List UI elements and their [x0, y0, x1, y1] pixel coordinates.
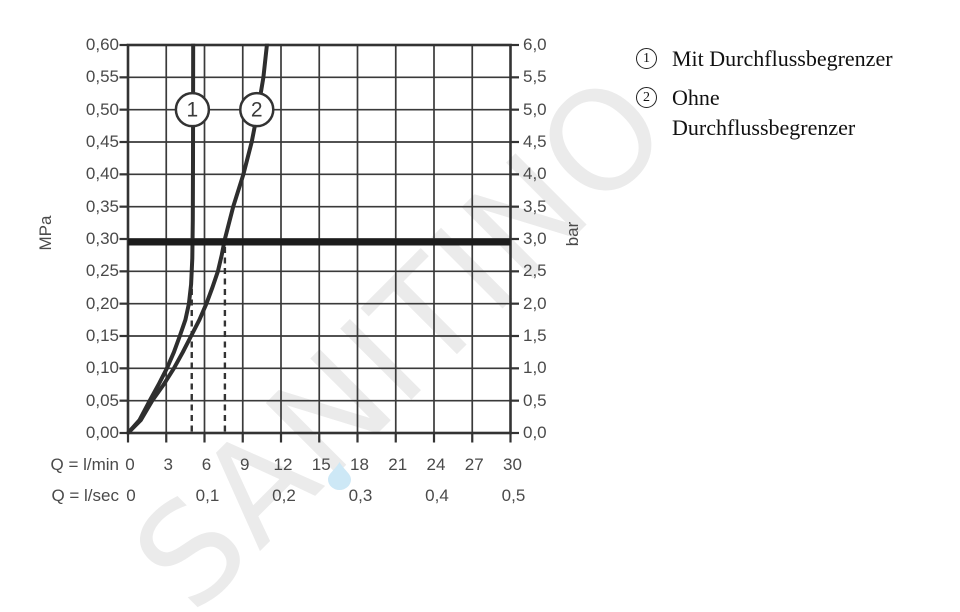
y-left-tick-label: 0,55 [85, 67, 119, 87]
y-left-tick-label: 0,05 [85, 390, 119, 410]
y-left-tick-label: 0,10 [85, 358, 119, 378]
x-lmin-tick-label: 15 [311, 455, 331, 474]
y-left-tick-label: 0,15 [85, 326, 119, 345]
x-lsec-tick-label: 0,2 [272, 486, 296, 505]
x-lmin-tick-label: 9 [240, 455, 250, 474]
y-left-tick-label: 0,25 [85, 261, 119, 281]
y-right-tick-label: 5,0 [523, 99, 547, 119]
x-lmin-tick-label: 18 [350, 455, 369, 474]
x-lmin-tick-label: 21 [388, 455, 408, 474]
y-right-tick-label: 1,0 [523, 358, 547, 378]
x-lsec-tick-label: 0 [126, 486, 136, 505]
curve-marker-2: 2 [251, 99, 263, 122]
y-right-tick-label: 2,5 [523, 261, 547, 281]
x-lsec-tick-label: 0,1 [195, 486, 220, 505]
y-left-tick-label: 0,20 [85, 293, 119, 313]
y-right-tick-label: 2,0 [523, 293, 547, 313]
legend-label-2-line-1: Ohne [672, 85, 720, 110]
curve-marker-1: 1 [187, 99, 199, 122]
y-left-tick-label: 0,30 [85, 229, 119, 248]
legend-marker-2: 2 [636, 87, 657, 108]
y-left-tick-label: 0,35 [85, 196, 119, 216]
y-right-tick-label: 0,5 [523, 390, 547, 410]
x-lsec-tick-label: 0,4 [425, 486, 449, 505]
x-lmin-tick-label: 6 [201, 455, 212, 474]
x-lmin-tick-label: 0 [125, 455, 135, 474]
x-lmin-tick-label: 24 [426, 455, 446, 474]
y-right-tick-label: 4,5 [523, 132, 547, 151]
legend-label-1: Mit Durchflussbegrenzer [672, 46, 893, 71]
legend-item-1: 1 Mit Durchflussbegrenzer [636, 44, 893, 74]
y-right-tick-label: 6,0 [523, 35, 547, 54]
legend-label-2-line-2: Durchflussbegrenzer [672, 115, 856, 140]
x-axis-lmin-label: Q = l/min [50, 455, 120, 474]
y-left-tick-label: 0,60 [85, 35, 119, 54]
x-lmin-tick-label: 12 [273, 455, 293, 474]
y-right-tick-label: 3,0 [523, 229, 547, 248]
y-left-tick-label: 0,50 [85, 99, 119, 119]
x-lmin-tick-label: 30 [503, 455, 522, 474]
legend-marker-1: 1 [636, 48, 657, 69]
y-left-tick-label: 0,40 [85, 164, 119, 184]
water-drop-icon [328, 462, 351, 490]
x-lsec-tick-label: 0,3 [348, 486, 373, 505]
x-axis-lsec-label: Q = l/sec [51, 486, 119, 505]
x-lmin-tick-label: 27 [464, 455, 484, 474]
y-right-tick-label: 1,5 [523, 326, 547, 345]
y-right-tick-label: 0,0 [523, 423, 547, 442]
y-right-tick-label: 5,5 [523, 67, 547, 87]
y-left-tick-label: 0,45 [85, 132, 119, 151]
y-right-tick-label: 4,0 [523, 164, 547, 184]
x-lmin-tick-label: 3 [163, 455, 173, 474]
legend-item-2: 2 Ohne Durchflussbegrenzer [636, 83, 893, 143]
y-left-tick-label: 0,00 [85, 423, 119, 442]
y-right-tick-label: 3,5 [523, 196, 547, 216]
legend: 1 Mit Durchflussbegrenzer 2 Ohne Durchfl… [636, 44, 893, 152]
x-lsec-tick-label: 0,5 [501, 486, 526, 505]
